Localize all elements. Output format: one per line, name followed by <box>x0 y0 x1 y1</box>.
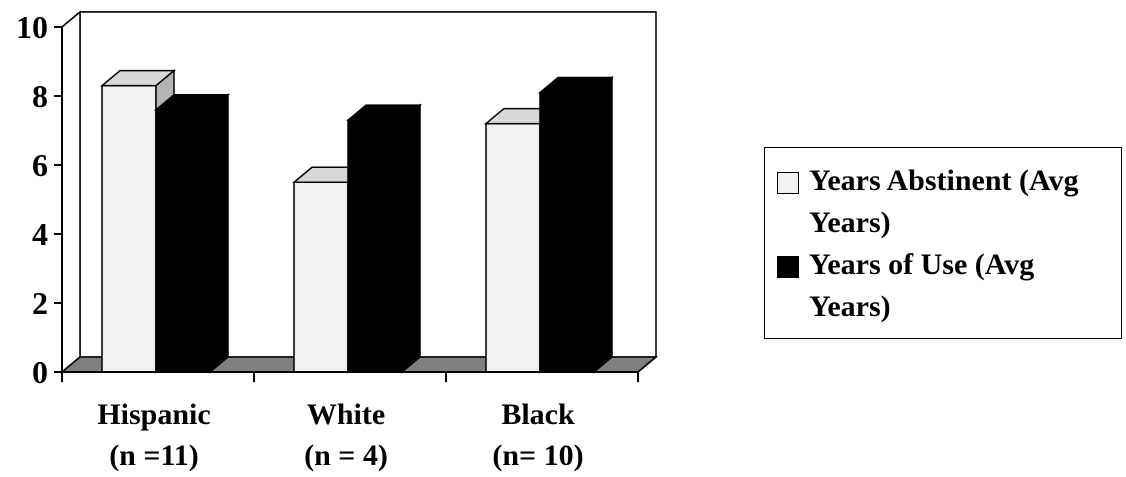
bar-front <box>539 91 595 373</box>
legend: Years Abstinent (Avg Years) Years of Use… <box>764 147 1122 339</box>
axes <box>54 26 657 382</box>
bar-front <box>155 109 211 373</box>
side-wall <box>61 10 81 374</box>
legend-label-years-abstinent: Years Abstinent (Avg Years) <box>809 164 1079 239</box>
y-tick-label: 10 <box>16 9 48 45</box>
bar-side <box>401 103 421 374</box>
bar-side <box>593 75 613 374</box>
y-tick-label: 2 <box>32 285 48 321</box>
category-labels: Hispanic (n =11) White (n = 4) Black (n= 10) <box>97 398 583 472</box>
floor-edge <box>637 356 657 373</box>
y-tick-label: 4 <box>32 216 48 252</box>
legend-label-years-of-use: Years of Use (Avg Years) <box>809 248 1035 323</box>
bar <box>345 103 423 374</box>
bars <box>99 69 615 374</box>
bar-front <box>101 84 157 373</box>
bar-chart: 0 2 4 6 8 10 Hispanic (n =11) White (n = 4) Black… <box>16 9 659 472</box>
legend-swatch-years-of-use <box>777 256 799 278</box>
x-category-label: Hispanic (n =11) <box>97 398 210 472</box>
bar <box>537 75 615 374</box>
legend-swatch-years-abstinent <box>777 172 799 194</box>
y-tick-label: 0 <box>32 354 48 390</box>
x-category-label: White (n = 4) <box>304 398 388 472</box>
bar-front <box>293 181 349 373</box>
x-category-label: Black (n= 10) <box>492 398 583 472</box>
y-tick-label: 6 <box>32 147 48 183</box>
y-tick-labels: 0 2 4 6 8 10 <box>16 9 48 390</box>
bar <box>153 93 231 374</box>
y-tick-label: 8 <box>32 78 48 114</box>
bar-side <box>209 93 229 374</box>
bar-front <box>485 122 541 373</box>
bar-front <box>347 119 403 373</box>
